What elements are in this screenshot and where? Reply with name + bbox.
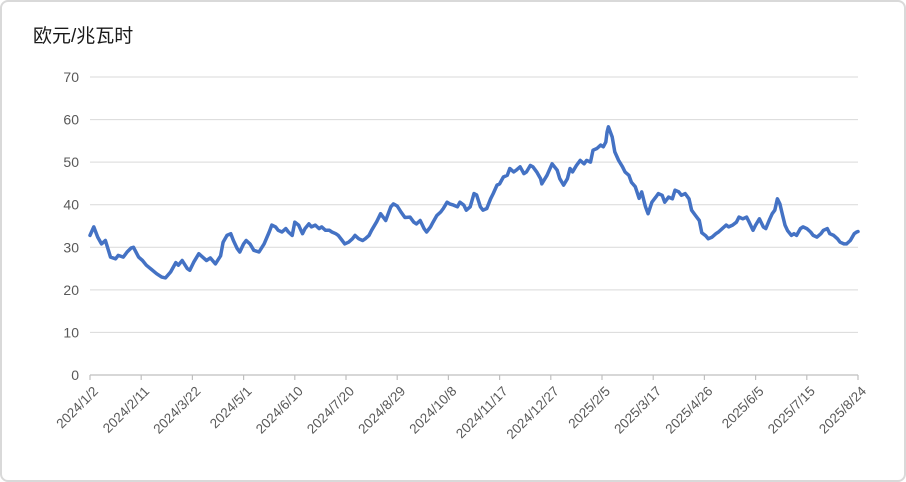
gridlines [90, 76, 858, 333]
x-tick-label: 2024/2/11 [100, 384, 152, 436]
x-tick-label: 2024/11/17 [453, 384, 511, 442]
x-axis-ticks [89, 375, 859, 380]
x-tick-label: 2025/3/17 [611, 384, 664, 437]
y-tick-label: 10 [63, 324, 79, 340]
chart-title: 欧元/兆瓦时 [33, 26, 134, 47]
x-tick-label: 2024/5/1 [207, 384, 255, 432]
x-tick-label: 2024/6/10 [253, 384, 306, 437]
x-tick-label: 2025/7/15 [765, 384, 818, 437]
x-tick-label: 2024/10/8 [406, 384, 459, 437]
x-tick-label: 2024/3/22 [150, 384, 203, 437]
x-tick-label: 2024/7/20 [304, 384, 357, 437]
price-line-series [88, 125, 860, 280]
y-tick-label: 20 [63, 282, 79, 298]
y-tick-label: 0 [71, 367, 79, 383]
x-tick-label: 2025/8/24 [816, 383, 869, 436]
y-tick-label: 70 [63, 69, 79, 85]
x-tick-label: 2025/4/26 [662, 384, 715, 437]
y-tick-label: 40 [63, 197, 79, 213]
y-tick-label: 60 [63, 112, 79, 128]
y-tick-label: 30 [63, 239, 79, 255]
y-axis-labels: 0 10 20 30 40 50 60 70 [63, 69, 79, 383]
x-tick-label: 2024/12/27 [504, 384, 562, 442]
x-tick-label: 2025/2/5 [565, 384, 613, 432]
x-tick-label: 2025/6/5 [719, 384, 767, 432]
x-tick-label: 2024/8/29 [355, 384, 408, 437]
y-tick-label: 50 [63, 154, 79, 170]
x-tick-label: 2024/1/2 [53, 384, 101, 432]
